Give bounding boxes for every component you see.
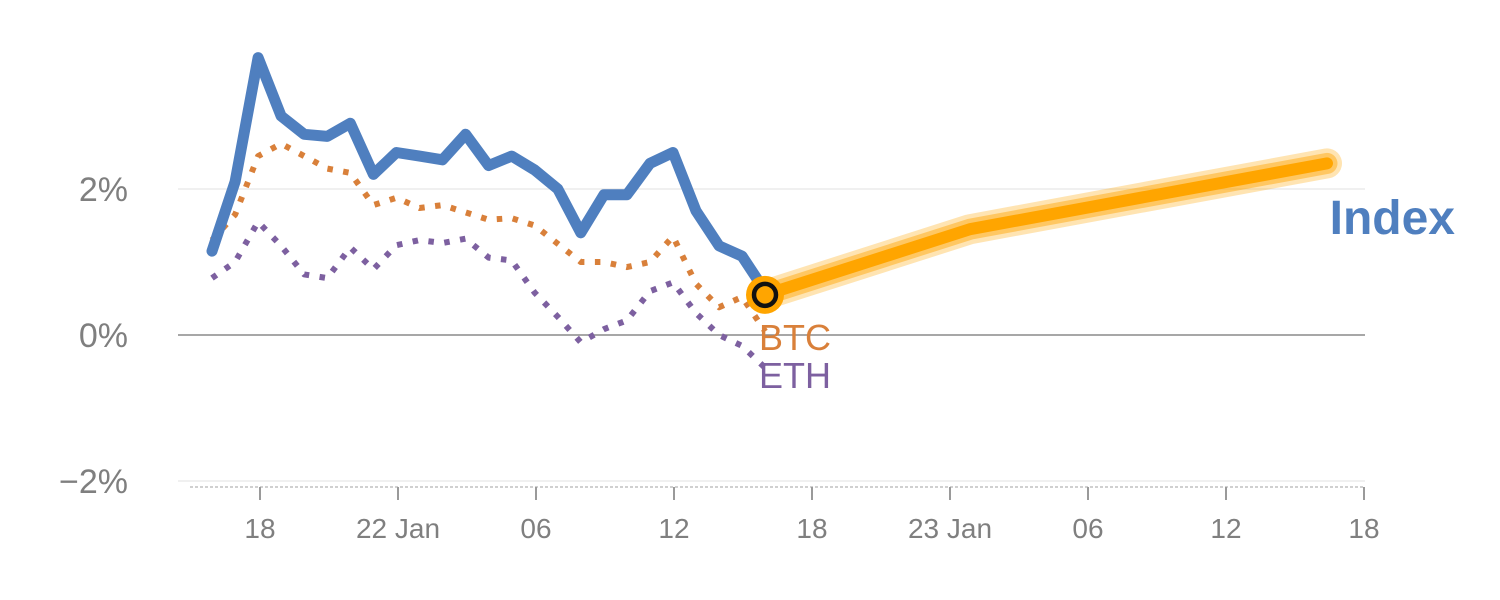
index-line (206, 52, 771, 297)
y-tick-label: 0% (79, 317, 128, 355)
y-tick-label: 2% (79, 171, 128, 209)
x-tick-label: 23 Jan (908, 513, 992, 544)
x-tick-label: 06 (1072, 513, 1103, 544)
current-point-marker-halo (746, 275, 784, 314)
btc-label: BTC (759, 317, 831, 358)
x-tick-label: 12 (1210, 513, 1241, 544)
x-tick-label: 18 (1348, 513, 1379, 544)
eth-label: ETH (759, 355, 831, 396)
x-tick-label: 18 (244, 513, 275, 544)
axis-layer: 2% 0% −2% 18 22 Jan 06 12 18 23 Jan 06 12 18 (59, 171, 1380, 544)
y-tick-label: −2% (59, 463, 128, 501)
series-layer (206, 52, 1342, 371)
forecast-line (759, 157, 1333, 301)
x-tick-label: 22 Jan (356, 513, 440, 544)
current-point-marker (751, 281, 779, 309)
eth-line (210, 218, 768, 371)
x-tick-label: 06 (520, 513, 551, 544)
x-tick-label: 12 (658, 513, 689, 544)
index-label: Index (1330, 192, 1456, 245)
x-tick-label: 18 (796, 513, 827, 544)
